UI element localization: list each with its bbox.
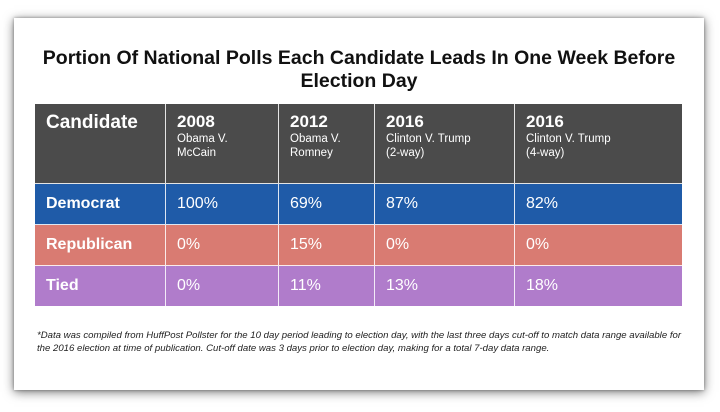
column-matchup: Clinton V. Trump (4-way) xyxy=(526,133,611,159)
chart-title: Portion Of National Polls Each Candidate… xyxy=(42,47,676,92)
column-matchup: Obama V. McCain xyxy=(177,133,228,159)
table-cell: 11% xyxy=(279,266,375,306)
table-cell: 18% xyxy=(515,266,682,306)
table-cell: 0% xyxy=(166,225,279,266)
header-cell: 2016 Clinton V. Trump (2-way) xyxy=(375,104,515,184)
table-cell: 0% xyxy=(375,225,515,266)
column-year: 2008 xyxy=(177,112,215,131)
header-cell: 2016 Clinton V. Trump (4-way) xyxy=(515,104,682,184)
row-label: Democrat xyxy=(35,184,166,225)
table-row-democrat: Democrat 100% 69% 87% 82% xyxy=(35,184,682,225)
poll-table: Candidate 2008 Obama V. McCain 2012 Obam… xyxy=(35,104,682,306)
header-cell: 2012 Obama V. Romney xyxy=(279,104,375,184)
table-cell: 15% xyxy=(279,225,375,266)
table-row-tied: Tied 0% 11% 13% 18% xyxy=(35,266,682,306)
table-cell: 100% xyxy=(166,184,279,225)
column-matchup: Obama V. Romney xyxy=(290,133,341,159)
column-matchup: Clinton V. Trump (2-way) xyxy=(386,133,471,159)
poll-table-card: Portion Of National Polls Each Candidate… xyxy=(14,18,704,390)
row-label: Republican xyxy=(35,225,166,266)
table-cell: 69% xyxy=(279,184,375,225)
column-year: 2016 xyxy=(526,112,564,131)
footnote: *Data was compiled from HuffPost Pollste… xyxy=(37,330,682,354)
table-cell: 0% xyxy=(515,225,682,266)
header-cell-candidate: Candidate xyxy=(35,104,166,184)
table-cell: 87% xyxy=(375,184,515,225)
column-year: 2016 xyxy=(386,112,424,131)
corner-label: Candidate xyxy=(46,112,138,133)
header-cell: 2008 Obama V. McCain xyxy=(166,104,279,184)
column-year: 2012 xyxy=(290,112,328,131)
row-label: Tied xyxy=(35,266,166,306)
table-cell: 0% xyxy=(166,266,279,306)
table-cell: 82% xyxy=(515,184,682,225)
table-cell: 13% xyxy=(375,266,515,306)
table-header-row: Candidate 2008 Obama V. McCain 2012 Obam… xyxy=(35,104,682,184)
table-row-republican: Republican 0% 15% 0% 0% xyxy=(35,225,682,266)
